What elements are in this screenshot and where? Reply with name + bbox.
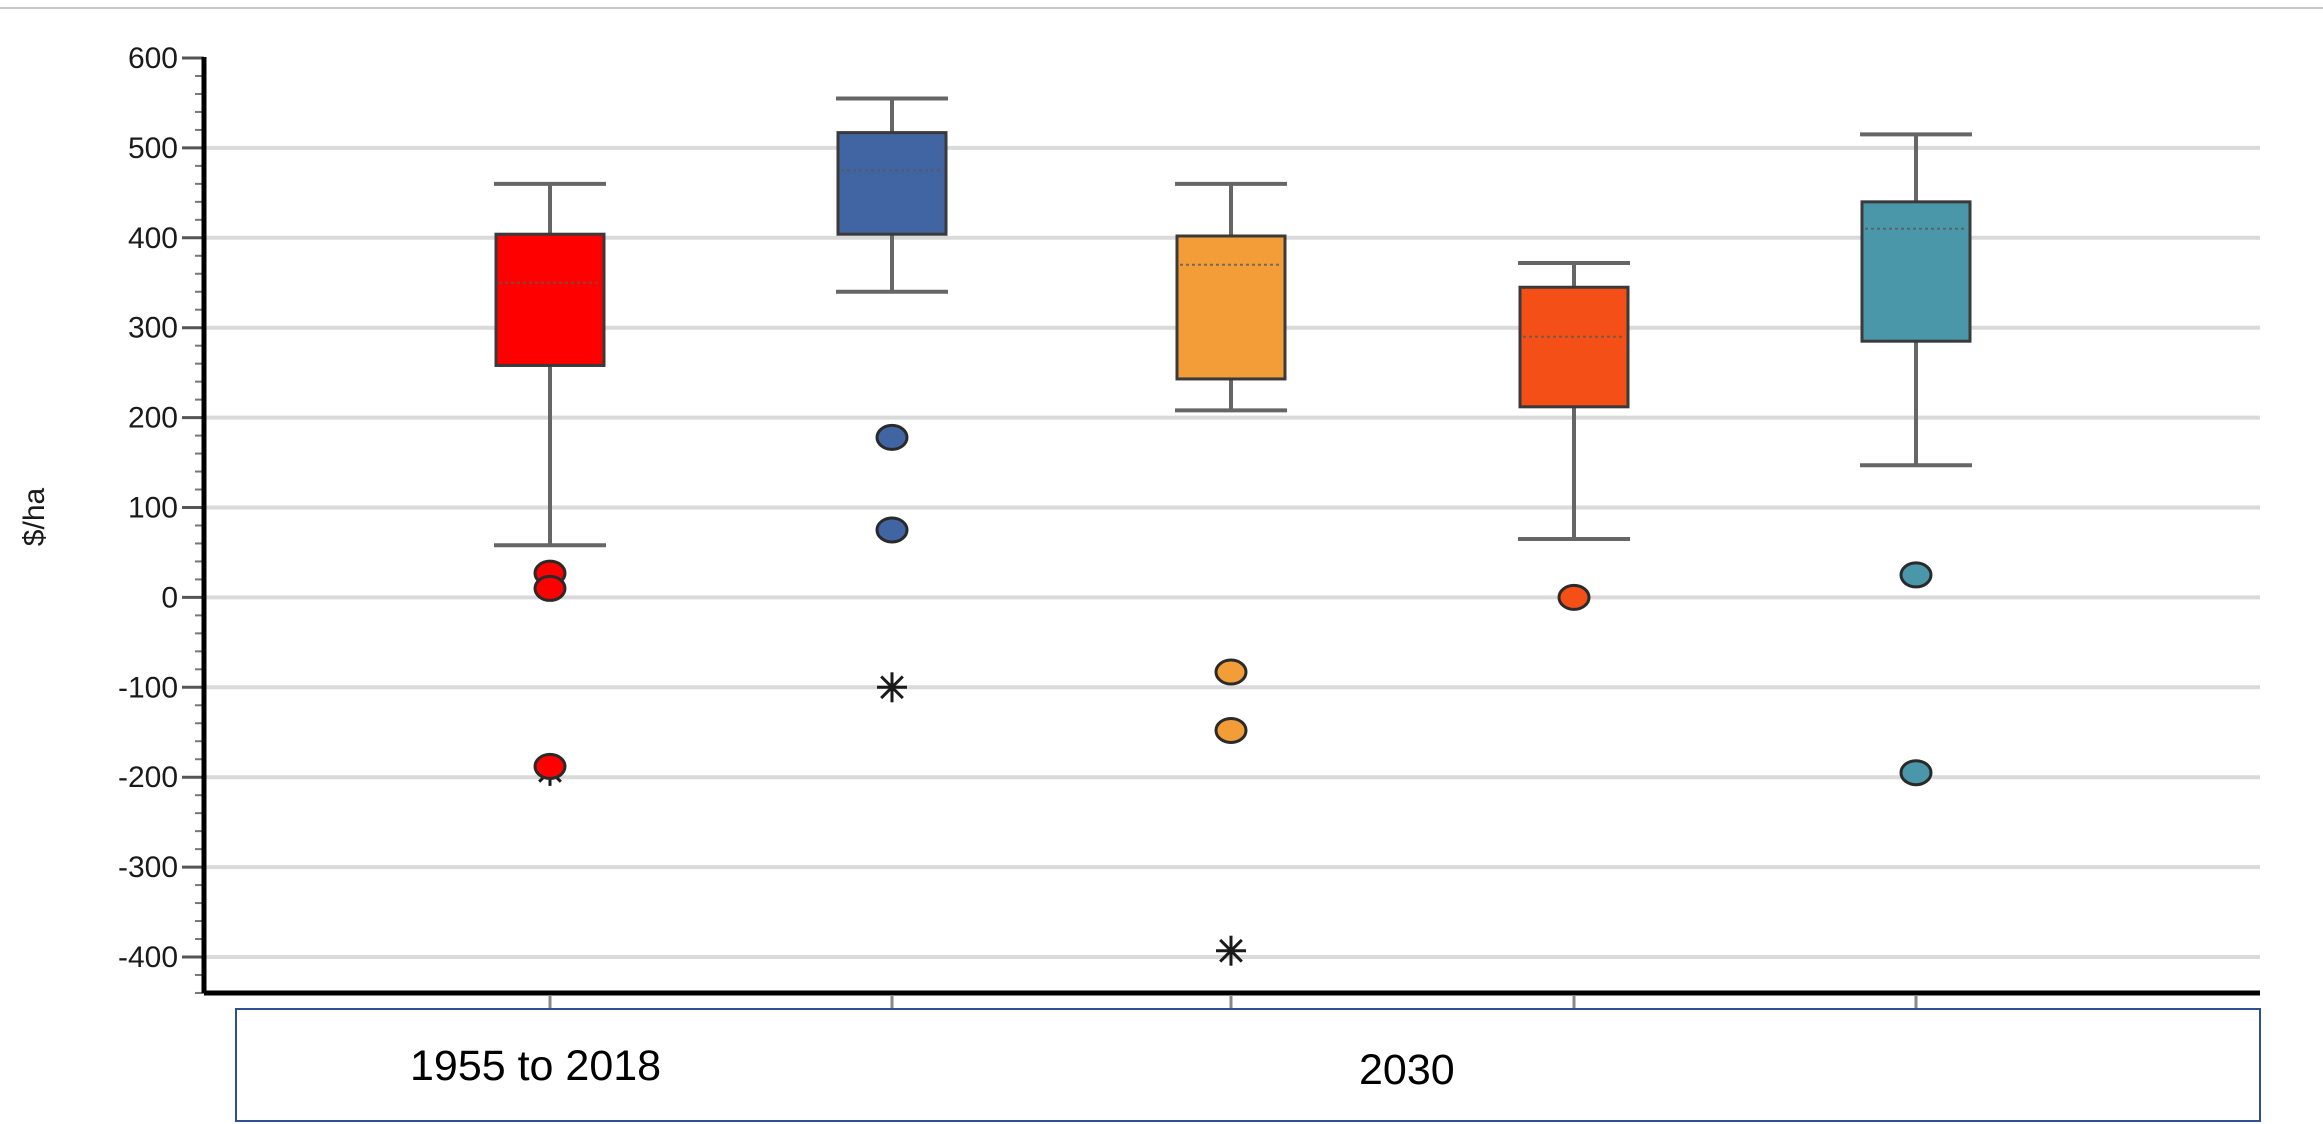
outlier-point (1899, 561, 1933, 589)
extreme-marker (877, 672, 907, 703)
iqr-box (494, 232, 606, 367)
iqr-box (1518, 285, 1630, 409)
top-border-rule (0, 7, 2323, 9)
y-tick-label: 100 (128, 492, 178, 525)
outlier-point (1214, 716, 1248, 744)
y-tick-label: -300 (118, 851, 178, 884)
period-label-2030: 2030 (1359, 1046, 1455, 1094)
box-group (1518, 260, 1630, 611)
y-minor-ticks (182, 56, 204, 994)
outlier-point (533, 752, 567, 780)
period-label-box: 1955 to 2018 2030 (235, 1008, 2261, 1122)
y-tick-label: 0 (161, 581, 178, 614)
y-tick-labels: 600 500 400 300 200 100 0 -100 -200 -300 -400 (118, 42, 178, 974)
y-tick-label: 200 (128, 402, 178, 435)
y-tick-label: 300 (128, 312, 178, 345)
outlier-point (1899, 759, 1933, 787)
outlier-point (875, 516, 909, 544)
extreme-marker (1216, 935, 1246, 966)
box-group (836, 96, 948, 703)
y-tick-label: 500 (128, 132, 178, 165)
box-group (494, 181, 606, 786)
period-label-historical: 1955 to 2018 (410, 1042, 662, 1090)
iqr-box (1860, 200, 1972, 343)
y-tick-label: 400 (128, 222, 178, 255)
iqr-box (1175, 234, 1287, 381)
y-tick-label: 600 (128, 42, 178, 75)
y-axis-label: $/ha (18, 487, 51, 546)
box-group (1175, 181, 1287, 966)
outlier-point (1557, 583, 1591, 611)
iqr-box (836, 131, 948, 236)
axes (201, 57, 2260, 996)
outlier-point (875, 423, 909, 451)
outlier-point (533, 574, 567, 602)
y-tick-label: -100 (118, 671, 178, 704)
boxes (494, 96, 1972, 966)
y-tick-label: -200 (118, 761, 178, 794)
outlier-point (1214, 658, 1248, 686)
box-group (1860, 132, 1972, 787)
y-tick-label: -400 (118, 941, 178, 974)
x-ticks (548, 995, 1918, 1008)
